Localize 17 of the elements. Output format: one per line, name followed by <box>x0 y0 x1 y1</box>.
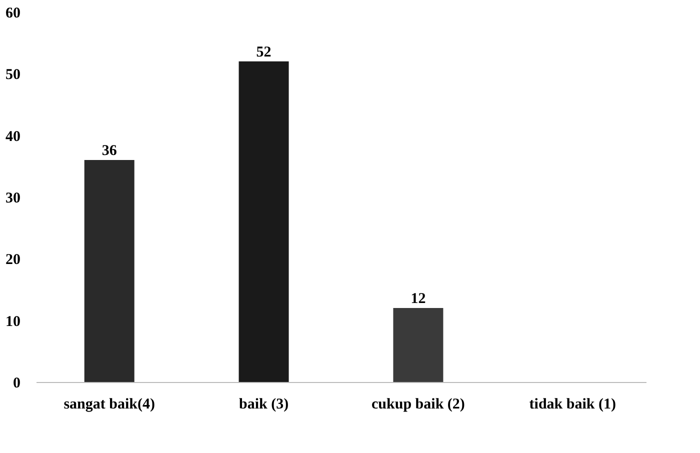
bar <box>393 308 444 382</box>
x-tick-label: tidak baik (1) <box>529 396 616 412</box>
data-label: 36 <box>102 143 118 159</box>
y-tick-label: 30 <box>6 190 20 206</box>
y-tick-label: 50 <box>6 67 20 84</box>
x-tick-label: baik (3) <box>238 396 289 412</box>
bar <box>84 160 134 382</box>
x-tick-label: sangat baik(4) <box>64 396 155 412</box>
y-tick-label: 20 <box>6 252 20 268</box>
y-tick-label: 10 <box>6 314 20 330</box>
data-label: 52 <box>256 44 272 60</box>
x-tick-label: cukup baik (2) <box>372 396 465 412</box>
y-tick-label: 60 <box>6 6 20 22</box>
bar <box>238 61 289 382</box>
y-tick-label: 0 <box>13 376 20 392</box>
data-label: 12 <box>410 291 426 307</box>
y-tick-label: 40 <box>6 128 20 145</box>
